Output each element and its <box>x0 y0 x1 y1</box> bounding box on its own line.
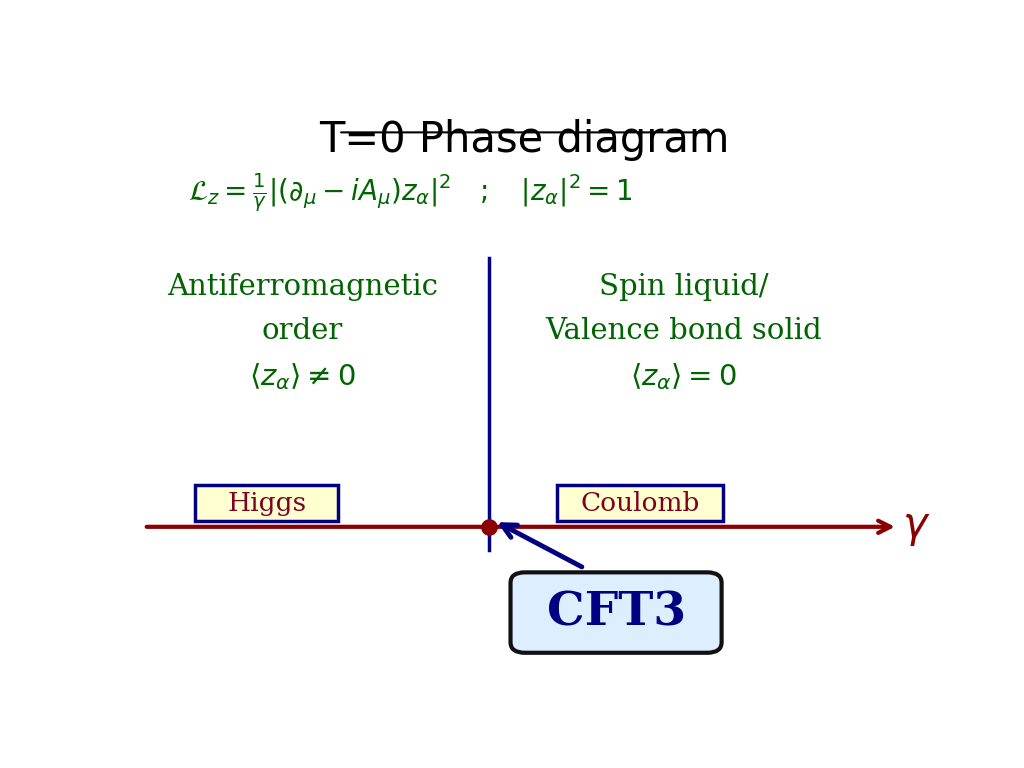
Text: T=0 Phase diagram: T=0 Phase diagram <box>319 119 730 161</box>
FancyBboxPatch shape <box>196 485 338 521</box>
Text: $\mathcal{L}_z = \frac{1}{\gamma}|(\partial_\mu - iA_\mu)z_\alpha|^2 \quad ; \qu: $\mathcal{L}_z = \frac{1}{\gamma}|(\part… <box>187 172 632 214</box>
Text: Coulomb: Coulomb <box>581 491 699 515</box>
Text: CFT3: CFT3 <box>547 590 686 636</box>
Text: order: order <box>262 317 343 345</box>
FancyBboxPatch shape <box>511 572 722 653</box>
Text: Antiferromagnetic: Antiferromagnetic <box>167 273 438 300</box>
Text: Higgs: Higgs <box>227 491 306 515</box>
Text: Spin liquid/: Spin liquid/ <box>599 273 768 300</box>
FancyBboxPatch shape <box>557 485 723 521</box>
Text: $\langle z_\alpha \rangle \neq 0$: $\langle z_\alpha \rangle \neq 0$ <box>249 361 356 392</box>
Text: Valence bond solid: Valence bond solid <box>545 317 822 345</box>
Text: $\gamma$: $\gamma$ <box>902 506 930 548</box>
Text: $\langle z_\alpha \rangle = 0$: $\langle z_\alpha \rangle = 0$ <box>630 361 737 392</box>
